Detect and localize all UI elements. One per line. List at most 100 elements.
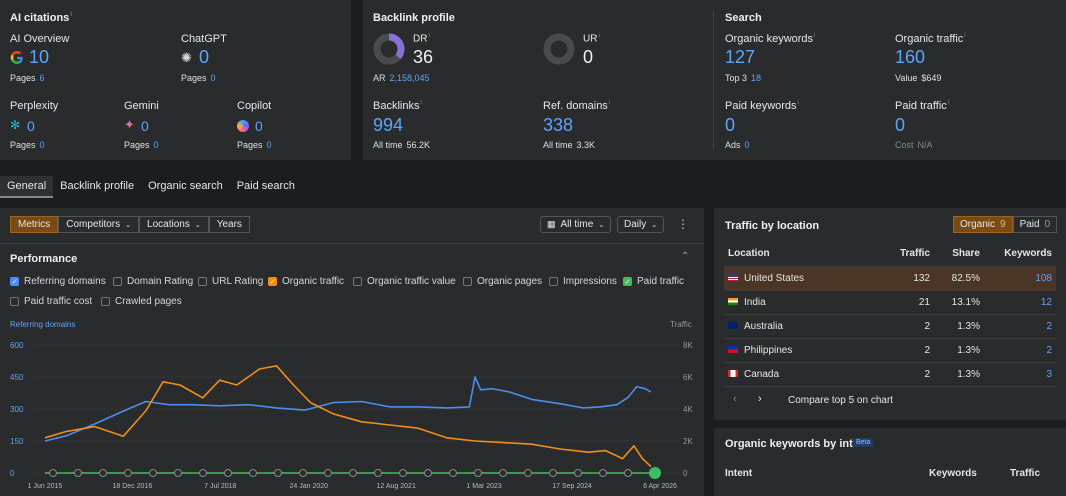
table-row[interactable]: India 21 13.1% 12 — [724, 290, 1056, 315]
perplexity-value[interactable]: 0 — [27, 118, 35, 134]
ai-citations-title: AI citationsi — [10, 12, 72, 24]
copilot-value[interactable]: 0 — [255, 118, 263, 134]
left-tick-label: 300 — [10, 405, 24, 414]
gemini-pages: Pages 0 — [124, 140, 159, 150]
event-marker — [374, 469, 382, 477]
table-row[interactable]: Australia 2 1.3% 2 — [724, 314, 1056, 339]
keywords-link[interactable]: 12 — [984, 290, 1056, 315]
compare-top5-link[interactable]: Compare top 5 on chart — [788, 395, 894, 406]
event-marker — [449, 469, 457, 477]
checkbox-paid-traffic-cost[interactable]: Paid traffic cost — [10, 296, 92, 307]
organic-toggle[interactable]: Organic 9 — [953, 216, 1013, 233]
checkbox-organic-traffic[interactable]: ✓ Organic traffic — [268, 276, 345, 287]
col-share: Share — [934, 242, 984, 267]
tab-backlink-profile[interactable]: Backlink profile — [60, 180, 135, 192]
organic-traffic-value[interactable]: 160 — [895, 47, 926, 67]
col-location: Location — [724, 242, 874, 267]
table-row[interactable]: United States 132 82.5% 108 — [724, 266, 1056, 291]
paid-keywords-value[interactable]: 0 — [725, 115, 736, 135]
event-marker — [149, 469, 157, 477]
performance-chart[interactable]: 600 450 300 150 0 8K 6K 4K 2K 0 1 Jun 2015 18 Dec 2… — [0, 335, 704, 496]
event-marker — [174, 469, 182, 477]
keywords-link[interactable]: 2 — [984, 338, 1056, 363]
years-button[interactable]: Years — [208, 216, 250, 233]
event-marker — [499, 469, 507, 477]
metrics-button[interactable]: Metrics — [10, 216, 59, 233]
ar-row: AR 2,158,045 — [373, 73, 430, 83]
paid-toggle[interactable]: Paid 0 — [1012, 216, 1058, 233]
gemini-icon: ✦ — [124, 117, 135, 132]
location-table: Location Traffic Share Keywords United S… — [724, 242, 1056, 387]
checkbox-paid-traffic[interactable]: ✓ Paid traffic — [623, 276, 685, 287]
checkbox-icon: ✓ — [268, 277, 277, 286]
beta-badge: Beta — [853, 438, 874, 447]
gemini-label: Gemini — [124, 100, 159, 112]
ai-overview-value[interactable]: 10 — [29, 47, 50, 67]
backlink-search-panel: Backlink profile DRi 36 AR 2,158,045 URi … — [363, 0, 1066, 160]
checkbox-icon: ✓ — [10, 277, 19, 286]
competitors-button[interactable]: Competitors ⌄ — [58, 216, 140, 233]
x-tick-label: 1 Jun 2015 — [28, 483, 63, 490]
table-row[interactable]: Canada 2 1.3% 3 — [724, 362, 1056, 387]
chevron-down-icon: ⌄ — [651, 221, 658, 229]
chatgpt-pages: Pages 0 — [181, 73, 216, 83]
search-title: Search — [725, 12, 762, 24]
more-options-icon[interactable]: ⋮ — [677, 217, 689, 231]
copilot-label: Copilot — [237, 100, 272, 112]
left-tick-label: 450 — [10, 373, 24, 382]
referring-domains-line — [44, 376, 652, 442]
x-tick-label: 17 Sep 2024 — [552, 483, 592, 490]
checkbox-icon — [10, 297, 19, 306]
ref-domains-value[interactable]: 338 — [543, 115, 574, 135]
event-marker — [99, 469, 107, 477]
gemini-value[interactable]: 0 — [141, 118, 149, 134]
checkbox-domain-rating[interactable]: Domain Rating — [113, 276, 193, 287]
backlinks-value[interactable]: 994 — [373, 115, 404, 135]
tab-organic-search[interactable]: Organic search — [148, 180, 223, 192]
checkbox-organic-pages[interactable]: Organic pages — [463, 276, 542, 287]
right-tick-label: 4K — [683, 405, 693, 414]
organic-keywords-label: Organic keywordsi — [725, 33, 816, 45]
table-row[interactable]: Philippines 2 1.3% 2 — [724, 338, 1056, 363]
dr-value: 36 — [413, 47, 434, 67]
keywords-link[interactable]: 2 — [984, 314, 1056, 339]
checkbox-url-rating[interactable]: URL Rating — [198, 276, 263, 287]
ref-domains-label: Ref. domainsi — [543, 100, 611, 112]
event-marker — [124, 469, 132, 477]
organic-paid-toggle: Organic 9 Paid 0 — [953, 216, 1058, 233]
event-marker — [274, 469, 282, 477]
report-tabs: General Backlink profile Organic search … — [0, 176, 302, 198]
checkbox-organic-traffic-value[interactable]: Organic traffic value — [353, 276, 456, 287]
checkbox-referring-domains[interactable]: ✓ Referring domains — [10, 276, 106, 287]
keywords-link[interactable]: 108 — [984, 266, 1056, 291]
organic-keywords-value[interactable]: 127 — [725, 47, 756, 67]
x-tick-label: 18 Dec 2016 — [113, 483, 153, 490]
paid-keywords-label: Paid keywordsi — [725, 100, 799, 112]
right-axis-label: Traffic — [670, 320, 692, 329]
interval-select[interactable]: Daily ⌄ — [617, 216, 665, 233]
tab-paid-search[interactable]: Paid search — [236, 180, 295, 192]
checkbox-impressions[interactable]: Impressions — [549, 276, 617, 287]
event-marker — [349, 469, 357, 477]
traffic-value-row: Value $649 — [895, 73, 942, 83]
ur-gauge — [543, 33, 575, 65]
next-page-icon[interactable]: › — [758, 393, 762, 405]
collapse-icon[interactable]: ⌃ — [681, 251, 690, 262]
current-marker — [649, 467, 661, 479]
event-marker — [299, 469, 307, 477]
x-tick-label: 12 Aug 2021 — [377, 483, 416, 490]
time-range-select[interactable]: ▦ All time ⌄ — [540, 216, 612, 233]
ads-row: Ads 0 — [725, 140, 750, 150]
locations-button[interactable]: Locations ⌄ — [139, 216, 209, 233]
traffic-by-location-title: Traffic by location — [725, 220, 820, 232]
chatgpt-value[interactable]: 0 — [199, 47, 210, 67]
event-marker — [399, 469, 407, 477]
perplexity-icon: ✻ — [10, 118, 21, 132]
ur-label: URi — [583, 33, 600, 45]
tab-general[interactable]: General — [0, 176, 54, 198]
prev-page-icon[interactable]: ‹ — [733, 393, 737, 405]
checkbox-crawled-pages[interactable]: Crawled pages — [101, 296, 182, 307]
paid-traffic-value[interactable]: 0 — [895, 115, 906, 135]
right-tick-label: 6K — [683, 373, 693, 382]
keywords-link[interactable]: 3 — [984, 362, 1056, 387]
